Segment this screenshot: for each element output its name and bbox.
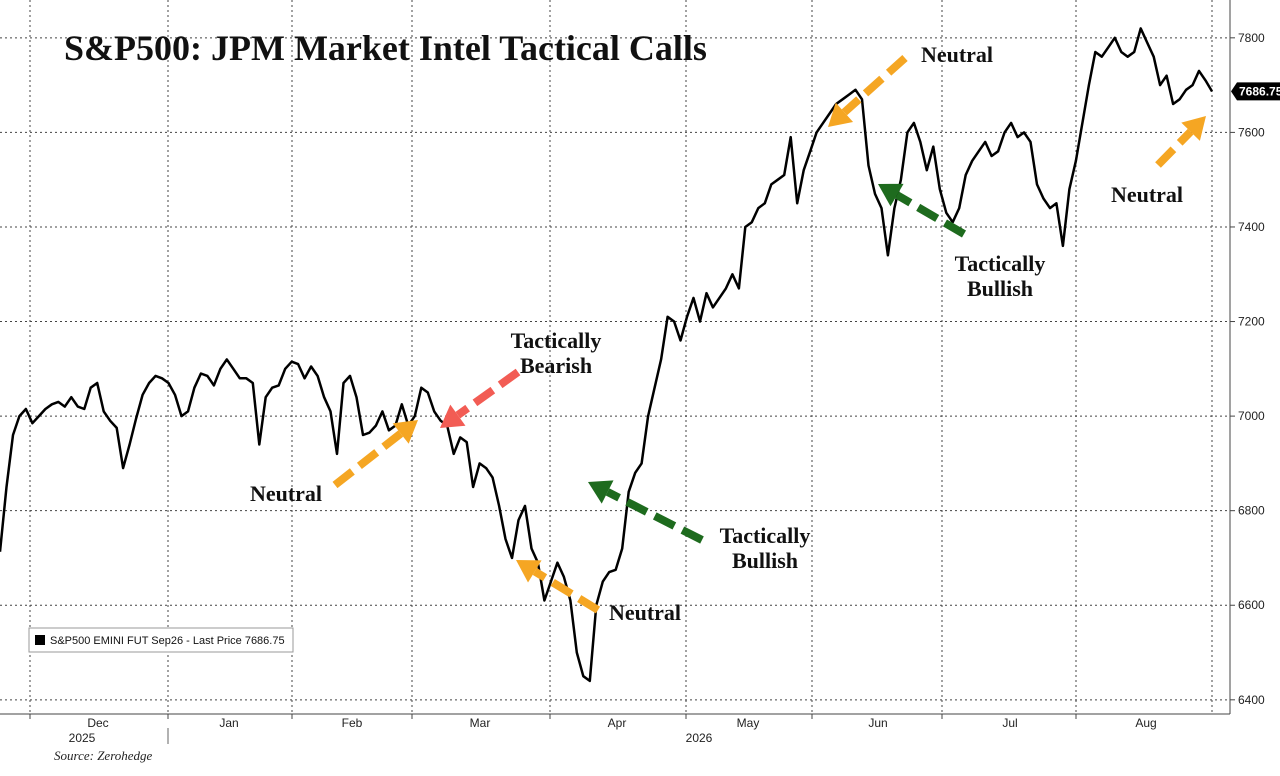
grid [0, 0, 1230, 714]
y-tick-label: 6400 [1238, 693, 1265, 707]
annotation-arrow-shaft [532, 568, 601, 614]
annotation-arrow-head [440, 404, 466, 428]
annotation-label: Neutral [250, 481, 322, 506]
annotation-arrow-head [588, 480, 614, 504]
annotation-arrow-head [516, 560, 542, 583]
annotation-labels: Neutral Tactically Bearish Neutral Tacticall… [250, 42, 1183, 625]
annotation-arrow-shaft [332, 430, 404, 489]
x-tick-label: May [737, 716, 760, 730]
x-tick-label: Jul [1002, 716, 1017, 730]
x-tick-label: Dec [87, 716, 108, 730]
chart-title: S&P500: JPM Market Intel Tactical Calls [64, 28, 707, 68]
y-tick-label: 7800 [1238, 31, 1265, 45]
price-line [0, 27, 1214, 683]
last-price-label: 7686.75 [1239, 84, 1280, 98]
y-tick-label: 7200 [1238, 315, 1265, 329]
annotation-label: Neutral [609, 600, 681, 625]
annotation-arrow-shaft [1155, 128, 1194, 168]
annotation-arrow-head [392, 420, 418, 444]
annotation-arrow-head [1181, 116, 1206, 141]
y-tick-label: 7600 [1238, 125, 1265, 139]
legend: S&P500 EMINI FUT Sep26 - Last Price 7686… [28, 627, 294, 653]
annotation-arrow-shaft [895, 191, 967, 238]
x-tick-label: Apr [608, 716, 627, 730]
annotation-label: Tactically Bearish [511, 328, 602, 378]
y-tick-label: 6600 [1238, 598, 1265, 612]
x-tick-label: Mar [470, 716, 491, 730]
annotation-arrow-shaft [841, 55, 908, 116]
annotation-arrow-head [878, 183, 904, 207]
annotation-arrow-head [828, 102, 854, 127]
annotation-arrows [332, 55, 1206, 614]
annotation-arrow-shaft [455, 368, 521, 419]
annotation-label: Neutral [1111, 182, 1183, 207]
legend-label: S&P500 EMINI FUT Sep26 - Last Price 7686… [50, 635, 285, 647]
axes: 6400 6600 6800 7000 7200 7400 7600 7800 Dec Jan Fe… [0, 0, 1265, 745]
legend-swatch [35, 635, 45, 645]
series-layer [0, 27, 1214, 683]
y-tick-label: 6800 [1238, 504, 1265, 518]
last-price-marker: 7686.75 [1231, 82, 1280, 101]
y-tick-label: 7000 [1238, 409, 1265, 423]
x-year-label: 2026 [686, 731, 713, 745]
x-tick-label: Aug [1135, 716, 1156, 730]
x-tick-label: Feb [342, 716, 363, 730]
x-year-label: 2025 [69, 731, 96, 745]
legend-box [28, 627, 294, 653]
annotation-arrow-shaft [605, 488, 704, 544]
source-note: Source: Zerohedge [54, 748, 153, 763]
y-tick-label: 7400 [1238, 220, 1265, 234]
x-tick-label: Jun [868, 716, 887, 730]
annotation-label: Neutral [921, 42, 993, 67]
last-price-tag [1231, 82, 1280, 101]
annotation-label: Tactically Bullish [955, 251, 1046, 301]
annotation-label: Tactically Bullish [720, 523, 811, 573]
x-tick-label: Jan [219, 716, 238, 730]
